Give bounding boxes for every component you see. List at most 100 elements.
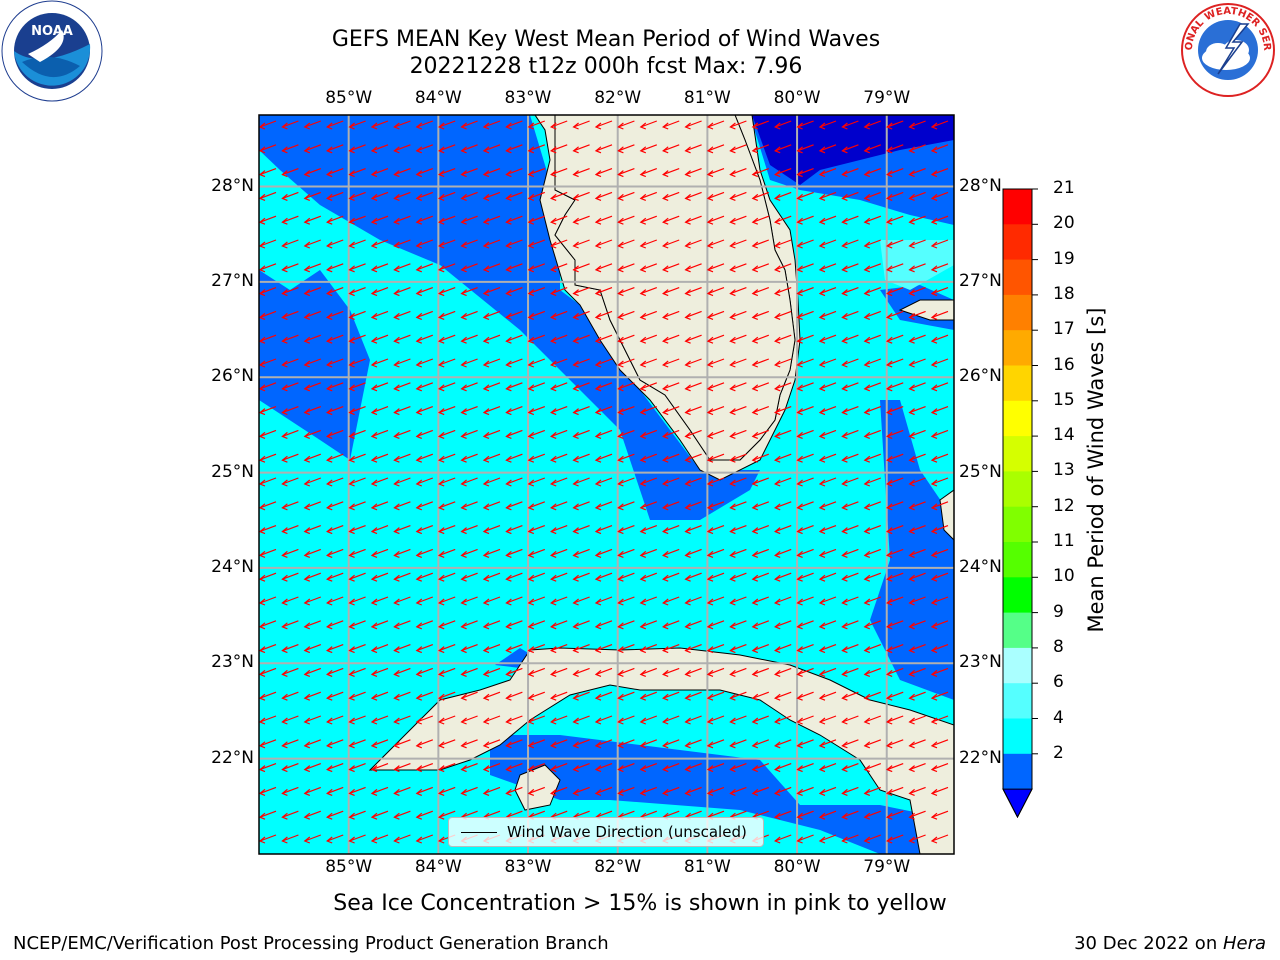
wind-wave-arrow [908,334,926,344]
wind-wave-arrow [460,215,478,225]
wind-wave-arrow [863,239,882,249]
wind-wave-arrow [281,644,299,654]
wind-wave-arrow [639,453,658,463]
axis-label: 27°N [211,270,254,291]
wind-wave-arrow [617,168,635,178]
wind-wave-arrow [303,120,322,130]
wind-wave-arrow [684,763,702,773]
wind-wave-arrow [617,691,635,701]
wind-wave-arrow [393,429,411,439]
colorbar-tick-label: 2 [1053,742,1064,763]
wind-wave-arrow [886,667,904,677]
wind-wave-arrow [908,453,926,463]
wind-wave-arrow [259,786,277,796]
graticule [259,115,954,854]
wind-wave-arrow [415,334,434,344]
wind-wave-arrow [438,429,456,439]
axis-label: 26°N [211,366,254,387]
wind-wave-arrow [729,168,747,178]
wind-wave-arrow [706,168,725,178]
wind-wave-arrow [774,263,792,273]
wind-wave-arrow [326,144,344,154]
wind-wave-arrow [505,620,523,630]
wind-wave-arrow [594,763,613,773]
wind-wave-arrows [259,120,949,844]
wind-wave-arrow [326,382,344,392]
wind-wave-arrow [348,215,366,225]
wind-wave-arrow [662,620,680,630]
wind-wave-arrow [662,477,680,487]
wind-wave-arrow [460,382,478,392]
wind-wave-arrow [370,239,389,249]
wind-wave-arrow [393,120,411,130]
wind-wave-arrow [370,477,389,487]
wind-wave-arrow [841,715,859,725]
wind-wave-arrow [774,501,792,511]
wind-wave-arrow [415,644,434,654]
wind-wave-arrow [908,572,926,582]
wind-wave-arrow [796,144,814,154]
wind-wave-arrow [393,525,411,535]
colorbar-tick-label: 8 [1053,636,1064,657]
wind-wave-arrow [908,429,926,439]
wind-wave-arrow [863,168,882,178]
wind-wave-arrow [482,715,501,725]
wind-wave-arrow [706,310,725,320]
wind-wave-arrow [550,120,568,130]
colorbar-segment [1003,506,1032,543]
wind-wave-arrow [348,191,366,201]
wind-wave-arrow [774,667,792,677]
wind-wave-arrow [594,239,613,249]
wind-wave-arrow [415,739,434,749]
wind-wave-arrow [774,763,792,773]
wind-wave-arrow [460,120,478,130]
wind-wave-arrow [438,191,456,201]
wind-wave-arrow [617,596,635,606]
colorbar-segment [1003,436,1032,472]
wind-wave-arrow [393,477,411,487]
wind-wave-arrow [303,501,322,511]
wind-wave-arrow [482,429,501,439]
wind-wave-arrow [617,644,635,654]
wind-wave-arrow [729,667,747,677]
wind-wave-arrow [639,429,658,439]
wind-wave-arrow [818,215,837,225]
wind-wave-arrow [729,429,747,439]
wind-wave-arrow [393,691,411,701]
colorbar-tick-label: 14 [1053,425,1075,446]
wind-wave-arrow [527,144,546,154]
wind-wave-arrow [460,334,478,344]
wind-wave-arrow [706,572,725,582]
wind-wave-arrow [550,263,568,273]
wind-wave-arrow [886,287,904,297]
wind-wave-arrow [505,453,523,463]
wind-wave-arrow [863,739,882,749]
wind-wave-arrow [572,501,590,511]
wind-wave-arrow [706,287,725,297]
wind-wave-arrow [550,715,568,725]
wind-wave-arrow [639,406,658,416]
wind-wave-arrow [774,310,792,320]
wind-wave-arrow [303,215,322,225]
wind-wave-arrow [482,191,501,201]
wind-wave-arrow [886,596,904,606]
wind-wave-arrow [303,691,322,701]
wind-wave-arrow [259,263,277,273]
wind-wave-arrow [796,477,814,487]
wind-wave-arrow [886,572,904,582]
wind-wave-arrow [729,263,747,273]
wind-wave-arrow [438,548,456,558]
wind-wave-arrow [438,406,456,416]
wind-wave-arrow [729,215,747,225]
wind-wave-arrow [639,667,658,677]
wind-wave-arrow [908,477,926,487]
wind-wave-arrow [326,287,344,297]
wind-wave-arrow [662,596,680,606]
wind-wave-arrow [505,215,523,225]
wind-wave-arrow [617,548,635,558]
wind-wave-arrow [908,739,926,749]
wind-wave-arrow [594,263,613,273]
wind-wave-arrow [863,477,882,487]
wind-wave-arrow [460,453,478,463]
wind-wave-arrow [326,501,344,511]
